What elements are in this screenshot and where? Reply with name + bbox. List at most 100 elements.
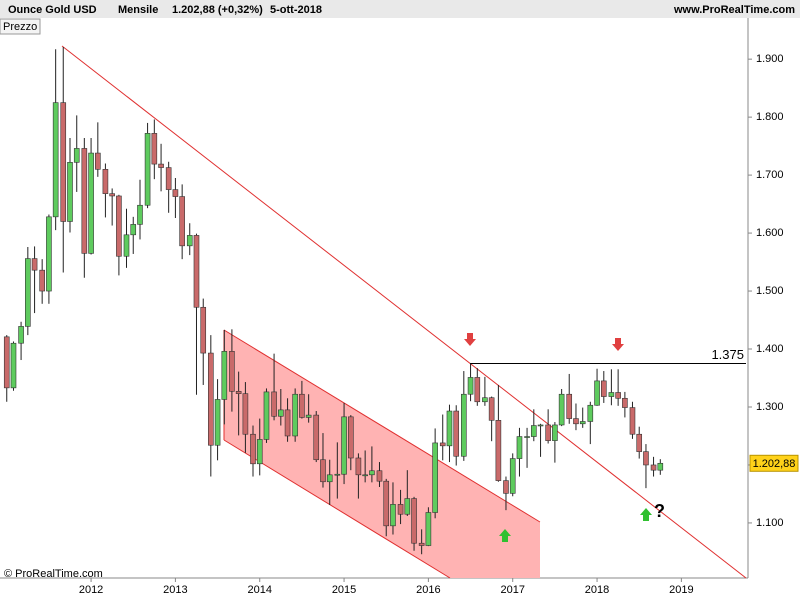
last-change: 1.202,88 (+0,32%): [172, 4, 263, 16]
candle-body: [397, 504, 404, 515]
candle-body: [643, 451, 649, 466]
y-tick-label: 1.600: [756, 227, 784, 239]
panel-label: Prezzo: [3, 21, 37, 33]
candle-body: [594, 380, 600, 406]
candle-body: [31, 258, 38, 271]
candle-body: [587, 404, 594, 422]
candle-body: [73, 148, 80, 163]
up-arrow: [499, 529, 511, 542]
candle-body: [629, 407, 636, 435]
candle-body: [495, 420, 502, 481]
candle-body: [179, 196, 185, 247]
candle-body: [278, 409, 284, 417]
candle-body: [355, 457, 362, 476]
candle-body: [334, 473, 341, 476]
candle-body: [214, 399, 221, 446]
candle-body: [25, 258, 31, 327]
site: www.ProRealTime.com: [673, 4, 795, 16]
candle-body: [524, 436, 530, 438]
candle-body: [636, 433, 643, 452]
candle-body: [305, 414, 312, 418]
up-arrow: [640, 508, 652, 521]
y-tick-label: 1.100: [756, 517, 784, 529]
panel-label-box: [0, 18, 41, 35]
x-tick-label: 2016: [416, 584, 440, 596]
candle-body: [439, 442, 446, 447]
x-tick-label: 2017: [500, 584, 524, 596]
candle-body: [615, 392, 621, 399]
candle-body: [608, 392, 615, 397]
candle-body: [545, 424, 551, 441]
candle-body: [292, 393, 298, 437]
candle-body: [650, 464, 657, 471]
candle-body: [516, 436, 523, 459]
candle-body: [622, 397, 628, 408]
candle-body: [418, 542, 425, 546]
candle-body: [461, 393, 467, 457]
candle-body: [537, 424, 544, 427]
candle-body: [235, 391, 242, 394]
candle-body: [172, 189, 179, 197]
price-tag: [749, 454, 799, 472]
candle-body: [390, 504, 396, 527]
candle-body: [320, 459, 326, 483]
candle-body: [362, 474, 368, 477]
candle-body: [376, 470, 383, 482]
candle-body: [369, 470, 375, 476]
candle-body: [558, 393, 565, 426]
candle-body: [158, 163, 164, 168]
annotation: ?: [654, 501, 665, 521]
candle-body: [256, 439, 263, 465]
candle-body: [208, 352, 214, 446]
x-tick-label: 2019: [669, 584, 693, 596]
candle-body: [109, 193, 115, 197]
candle-body: [271, 391, 277, 417]
y-tick-label: 1.700: [756, 169, 784, 181]
down-arrow: [464, 333, 476, 346]
candle-body: [18, 326, 24, 344]
candle-body: [326, 474, 333, 483]
candle-body: [573, 418, 579, 425]
candle-body: [467, 377, 474, 395]
date: 5-ott-2018: [270, 4, 322, 16]
channel-line: [223, 329, 541, 523]
x-tick-label: 2015: [332, 584, 356, 596]
candle-body: [341, 416, 347, 475]
candle-body: [404, 498, 411, 515]
y-tick-label: 1.300: [756, 401, 784, 413]
candle-body: [348, 416, 354, 459]
candle-body: [46, 216, 52, 292]
candle-body: [411, 498, 417, 544]
candle-body: [482, 397, 488, 403]
candle-body: [165, 167, 172, 190]
x-tick-label: 2014: [247, 584, 271, 596]
candle-body: [299, 393, 305, 418]
candle-body: [193, 235, 200, 308]
y-tick-label: 1.500: [756, 285, 784, 297]
channel-fill: [224, 330, 540, 578]
candle-body: [229, 351, 235, 392]
candle-body: [657, 462, 664, 471]
candle-body: [221, 351, 228, 400]
candle-body: [509, 458, 516, 494]
y-tick-label: 1.900: [756, 53, 784, 65]
price-tag-label: 1.202,88: [753, 458, 796, 470]
candle-body: [10, 342, 17, 389]
candle-body: [200, 306, 207, 354]
candle-body: [488, 397, 495, 421]
candle-body: [383, 480, 390, 527]
x-tick-label: 2012: [79, 584, 103, 596]
x-tick-label: 2013: [163, 584, 187, 596]
candles: [3, 46, 664, 555]
candle-body: [425, 512, 432, 546]
x-tick-label: 2018: [585, 584, 609, 596]
trend-line: [61, 45, 747, 579]
candle-body: [284, 409, 291, 437]
candle-body: [566, 393, 573, 419]
candle-body: [250, 433, 256, 465]
candle-body: [102, 169, 109, 194]
candle-body: [313, 414, 320, 461]
candle-body: [503, 480, 509, 494]
y-tick-label: 1.800: [756, 111, 784, 123]
